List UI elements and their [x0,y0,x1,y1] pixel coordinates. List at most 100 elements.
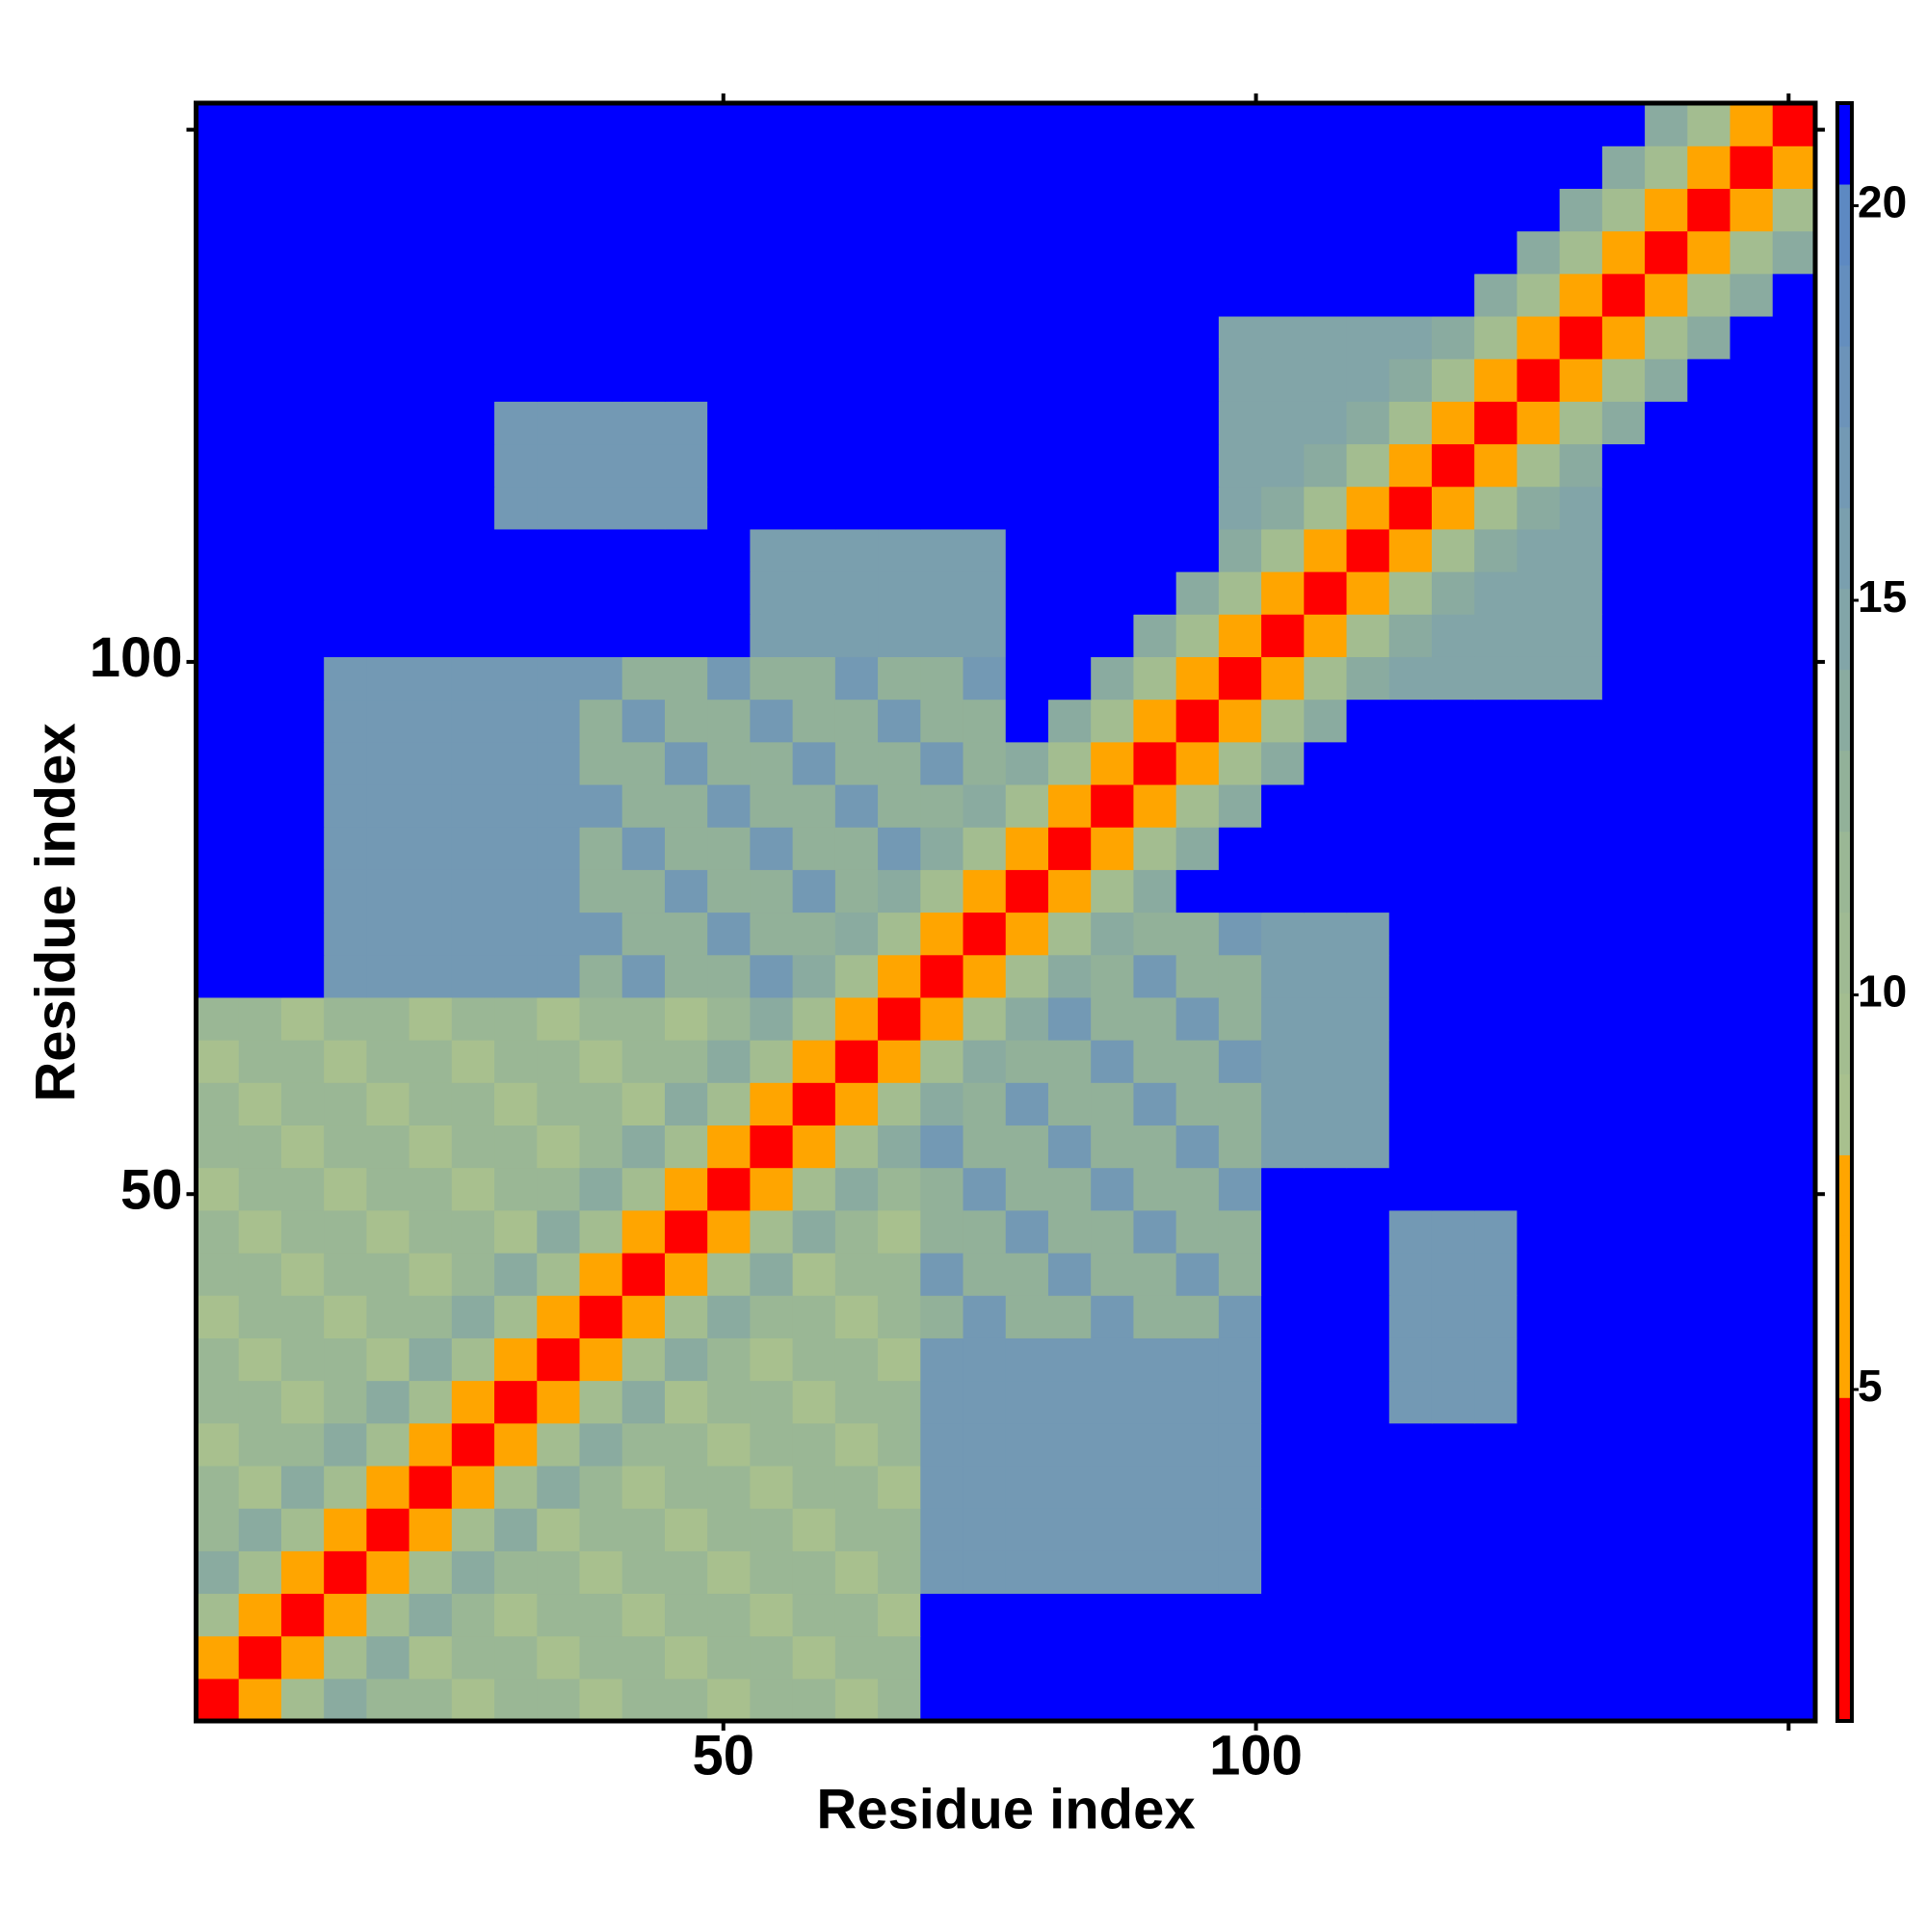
heatmap-cell [451,783,495,828]
heatmap-cell [1218,486,1262,530]
heatmap-cell [280,954,325,998]
colorbar-tick-label: 5 [1858,1361,1883,1411]
heatmap-cell [664,1380,708,1424]
heatmap-cell [196,869,240,913]
heatmap-cell [494,146,538,189]
heatmap-cell [366,1082,410,1126]
heatmap-cell [1517,358,1561,402]
heatmap-cell [196,528,240,572]
heatmap-cell [1474,1380,1518,1424]
heatmap-cell [750,1508,794,1551]
colorbar-segment [1837,588,1852,671]
heatmap-cell [1645,699,1688,743]
heatmap-cell [280,869,325,913]
heatmap-cell [1772,1380,1816,1424]
heatmap-cell [1175,1252,1220,1296]
heatmap-cell [834,1252,879,1296]
heatmap-cell [1175,1209,1220,1254]
heatmap-cell [409,1167,453,1211]
heatmap-cell [1474,1125,1518,1169]
heatmap-cell [878,401,921,445]
heatmap-cell [1175,614,1220,657]
heatmap-cell [494,486,538,530]
heatmap-cell [1431,614,1475,657]
heatmap-cell [1175,401,1220,445]
heatmap-cell [1388,1040,1433,1083]
heatmap-cell [366,1593,410,1637]
heatmap-cell [792,1465,836,1509]
heatmap-cell [707,869,752,913]
heatmap-cell [1431,273,1475,317]
heatmap-cell [1005,954,1049,998]
heatmap-cell [1091,1082,1135,1126]
heatmap-cell [1388,1380,1433,1424]
heatmap-cell [1431,1380,1475,1424]
heatmap-cell [1431,912,1475,956]
heatmap-cell [537,996,581,1041]
heatmap-cell [1304,230,1348,275]
heatmap-cell [1474,869,1518,913]
heatmap-cell [664,783,708,828]
heatmap-cell [1091,230,1135,275]
heatmap-cell [1047,699,1092,743]
heatmap-cell [1005,273,1049,317]
heatmap-cell [280,273,325,317]
heatmap-cell [537,230,581,275]
heatmap-cell [920,869,964,913]
heatmap-cell [834,741,879,785]
heatmap-cell [1772,912,1816,956]
heatmap-cell [750,1209,794,1254]
heatmap-cell [621,1678,666,1722]
heatmap-cell [537,443,581,488]
heatmap-cell [1218,954,1262,998]
heatmap-cell [579,1465,623,1509]
heatmap-cell [621,1125,666,1169]
heatmap-cell [920,1593,964,1637]
heatmap-cell [1517,1422,1561,1467]
heatmap-cell [963,1550,1007,1595]
heatmap-cell [1005,1337,1049,1382]
heatmap-cell [1388,146,1433,189]
heatmap-cell [878,614,921,657]
heatmap-cell [1388,1209,1433,1254]
heatmap-cell [1388,656,1433,701]
heatmap-cell [1005,486,1049,530]
heatmap-cell [1474,401,1518,445]
heatmap-cell [366,528,410,572]
heatmap-cell [1729,188,1774,232]
heatmap-cell [238,1380,282,1424]
heatmap-cell [1091,656,1135,701]
heatmap-cell [451,699,495,743]
heatmap-cell [1645,443,1688,488]
heatmap-cell [1474,1465,1518,1509]
heatmap-cell [1388,699,1433,743]
heatmap-cell [1645,614,1688,657]
heatmap-cell [366,1678,410,1722]
heatmap-cell [1687,1422,1731,1467]
heatmap-cell [1388,401,1433,445]
heatmap-cell [834,827,879,870]
heatmap-cell [1559,741,1603,785]
heatmap-cell [707,443,752,488]
heatmap-cell [621,1252,666,1296]
heatmap-cell [1645,656,1688,701]
heatmap-cell [878,1422,921,1467]
heatmap-cell [963,954,1007,998]
heatmap-cell [878,1125,921,1169]
heatmap-cell [1474,1167,1518,1211]
heatmap-cell [1388,1678,1433,1722]
colorbar-segment [1837,1397,1852,1479]
heatmap-cell [1601,827,1646,870]
heatmap-cell [494,103,538,146]
heatmap-cell [963,614,1007,657]
heatmap-cell [280,912,325,956]
heatmap-cell [750,1337,794,1382]
heatmap-cell [792,273,836,317]
heatmap-cell [1559,1508,1603,1551]
heatmap-cell [1218,827,1262,870]
heatmap-cell [1645,358,1688,402]
heatmap-cell [366,358,410,402]
heatmap-cell [1517,954,1561,998]
heatmap-cell [1729,401,1774,445]
heatmap-cell [1772,103,1816,146]
